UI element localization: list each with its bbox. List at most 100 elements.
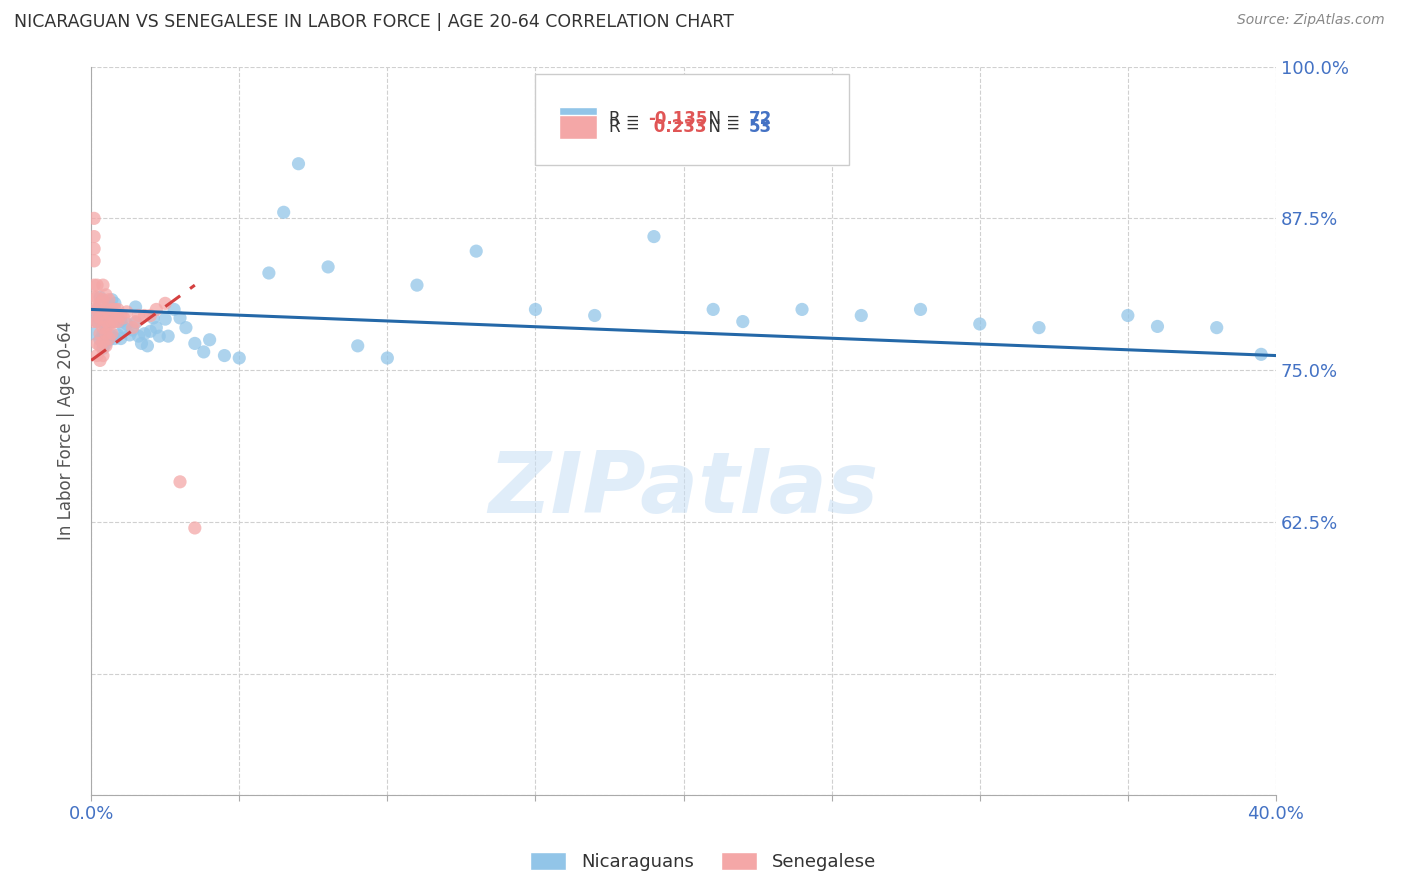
Point	[104, 302, 127, 317]
Point	[89, 353, 111, 368]
Point	[145, 302, 167, 317]
Text: R =: R =	[609, 118, 645, 136]
Point	[97, 293, 120, 307]
Point	[193, 345, 215, 359]
Point	[214, 349, 236, 363]
Point	[83, 278, 105, 293]
Point	[91, 341, 114, 355]
Point	[110, 309, 132, 323]
Text: N =: N =	[697, 110, 745, 128]
Point	[731, 314, 754, 328]
Point	[910, 302, 932, 317]
Point	[107, 314, 129, 328]
Point	[157, 329, 180, 343]
Point	[153, 312, 176, 326]
Point	[134, 309, 156, 323]
Point	[89, 333, 111, 347]
Point	[91, 326, 114, 341]
Point	[101, 293, 124, 307]
Point	[134, 326, 156, 341]
Point	[124, 314, 146, 328]
Point	[169, 310, 191, 325]
Point	[198, 333, 221, 347]
Point	[101, 329, 124, 343]
Text: -0.135: -0.135	[648, 110, 707, 128]
Point	[1116, 309, 1139, 323]
Point	[101, 314, 124, 328]
Point	[83, 211, 105, 226]
Point	[91, 293, 114, 307]
Point	[101, 302, 124, 317]
Point	[406, 278, 429, 293]
FancyBboxPatch shape	[560, 107, 598, 131]
Point	[97, 314, 120, 328]
Point	[346, 339, 368, 353]
Point	[174, 320, 197, 334]
Point	[89, 310, 111, 325]
Point	[89, 296, 111, 310]
Point	[524, 302, 547, 317]
Point	[97, 318, 120, 333]
Point	[101, 312, 124, 326]
Point	[89, 339, 111, 353]
Point	[94, 320, 117, 334]
Point	[86, 314, 108, 328]
Text: 0.233: 0.233	[648, 118, 706, 136]
Point	[86, 290, 108, 304]
Point	[86, 336, 108, 351]
Point	[184, 521, 207, 535]
Point	[1250, 347, 1272, 361]
Point	[851, 309, 873, 323]
Point	[163, 302, 186, 317]
Point	[121, 320, 143, 334]
Point	[465, 244, 488, 259]
Point	[83, 229, 105, 244]
Point	[702, 302, 724, 317]
Point	[228, 351, 250, 365]
Text: R =: R =	[609, 110, 645, 128]
Text: ZIPatlas: ZIPatlas	[488, 448, 879, 531]
Point	[110, 332, 132, 346]
Point	[1028, 320, 1050, 334]
Text: NICARAGUAN VS SENEGALESE IN LABOR FORCE | AGE 20-64 CORRELATION CHART: NICARAGUAN VS SENEGALESE IN LABOR FORCE …	[14, 13, 734, 31]
Point	[101, 326, 124, 341]
Point	[86, 314, 108, 328]
Point	[377, 351, 399, 365]
Point	[153, 296, 176, 310]
Point	[89, 314, 111, 328]
Point	[148, 329, 170, 343]
Text: 53: 53	[749, 118, 772, 136]
Point	[790, 302, 813, 317]
Point	[969, 317, 991, 331]
Point	[91, 306, 114, 320]
Point	[83, 314, 105, 328]
Point	[142, 310, 165, 325]
Point	[643, 229, 665, 244]
Point	[287, 157, 309, 171]
Point	[184, 336, 207, 351]
Point	[86, 349, 108, 363]
Point	[91, 320, 114, 334]
Point	[257, 266, 280, 280]
Text: 72: 72	[749, 110, 772, 128]
Point	[97, 332, 120, 346]
Point	[104, 314, 127, 328]
Point	[94, 336, 117, 351]
Point	[97, 296, 120, 310]
Point	[139, 309, 162, 323]
Point	[124, 300, 146, 314]
Point	[94, 288, 117, 302]
Point	[94, 314, 117, 328]
Point	[121, 323, 143, 337]
Point	[94, 302, 117, 317]
Point	[89, 290, 111, 304]
Point	[83, 326, 105, 341]
Point	[112, 310, 135, 325]
Point	[91, 309, 114, 323]
Point	[91, 278, 114, 293]
Point	[104, 332, 127, 346]
Point	[316, 260, 339, 274]
Point	[1146, 319, 1168, 334]
Point	[104, 314, 127, 328]
Point	[104, 296, 127, 310]
